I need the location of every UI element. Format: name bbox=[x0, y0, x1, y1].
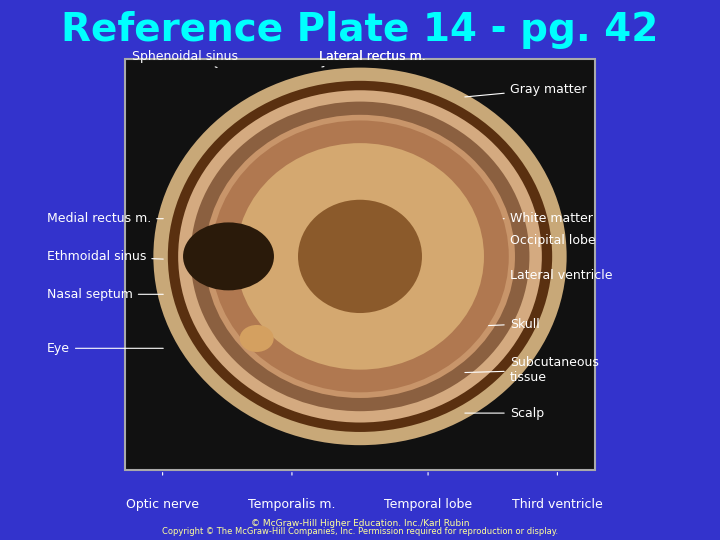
Text: Medial rectus m.: Medial rectus m. bbox=[47, 212, 163, 225]
Text: Copyright © The McGraw-Hill Companies, Inc. Permission required for reproduction: Copyright © The McGraw-Hill Companies, I… bbox=[162, 528, 558, 536]
Bar bbox=[125, 59, 595, 470]
Ellipse shape bbox=[236, 143, 484, 370]
Text: Eye: Eye bbox=[47, 342, 163, 355]
Text: Ethmoidal sinus: Ethmoidal sinus bbox=[47, 250, 163, 263]
Text: Lateral ventricle: Lateral ventricle bbox=[465, 269, 612, 282]
Text: Temporalis m.: Temporalis m. bbox=[248, 498, 336, 511]
Text: © McGraw-Hill Higher Education. Inc./Karl Rubin: © McGraw-Hill Higher Education. Inc./Kar… bbox=[251, 519, 469, 528]
Ellipse shape bbox=[153, 68, 567, 445]
Text: Lateral rectus m.: Lateral rectus m. bbox=[319, 50, 426, 67]
Text: Gray matter: Gray matter bbox=[465, 83, 586, 97]
Text: Subcutaneous
tissue: Subcutaneous tissue bbox=[465, 356, 598, 384]
Ellipse shape bbox=[211, 120, 509, 393]
Text: Temporal lobe: Temporal lobe bbox=[384, 498, 472, 511]
Text: Third ventricle: Third ventricle bbox=[512, 498, 603, 511]
Text: Reference Plate 14 - pg. 42: Reference Plate 14 - pg. 42 bbox=[61, 11, 659, 49]
Ellipse shape bbox=[178, 90, 542, 422]
Text: Sphenoidal sinus: Sphenoidal sinus bbox=[132, 50, 238, 68]
Ellipse shape bbox=[205, 115, 515, 398]
Ellipse shape bbox=[183, 222, 274, 291]
Text: Scalp: Scalp bbox=[465, 407, 544, 420]
Circle shape bbox=[240, 325, 274, 352]
Text: White matter: White matter bbox=[465, 212, 593, 225]
Ellipse shape bbox=[168, 81, 552, 432]
Text: Lateral rectus m.: Lateral rectus m. bbox=[319, 50, 426, 63]
Text: Nasal septum: Nasal septum bbox=[47, 288, 163, 301]
Text: Skull: Skull bbox=[465, 318, 539, 330]
Ellipse shape bbox=[298, 200, 422, 313]
Ellipse shape bbox=[191, 102, 529, 411]
Text: Optic nerve: Optic nerve bbox=[126, 498, 199, 511]
Text: Occipital lobe: Occipital lobe bbox=[465, 234, 595, 247]
